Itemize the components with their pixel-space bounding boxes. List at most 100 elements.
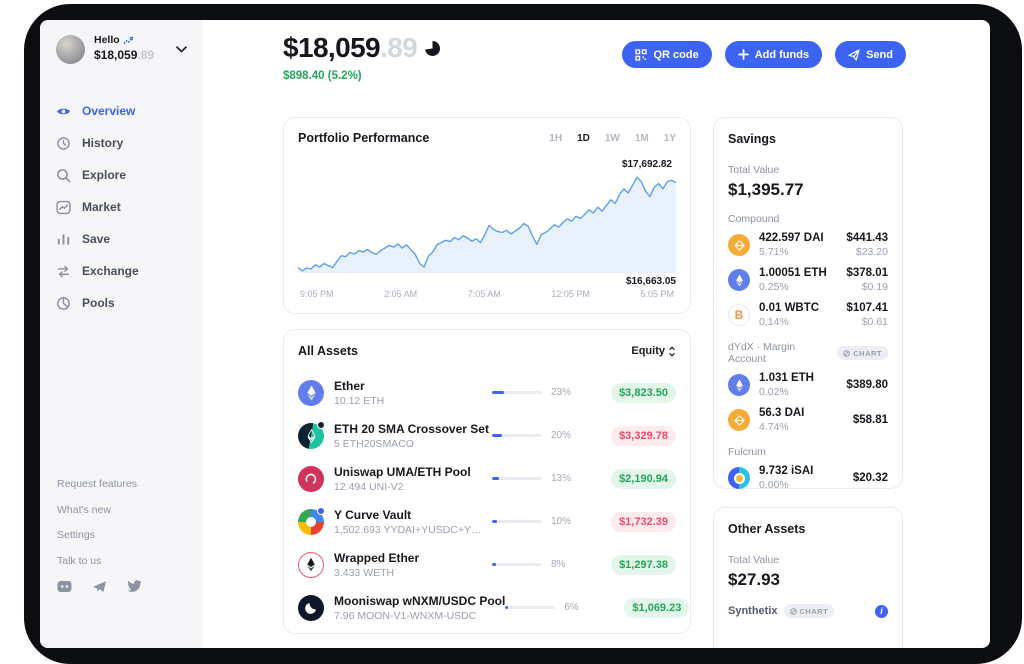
pie-chart-icon[interactable] — [425, 40, 441, 56]
allocation-bar: 10% — [492, 516, 592, 527]
info-icon[interactable]: i — [875, 604, 888, 618]
x-axis-ticks: 9:05 PM 2:05 AM 7:05 AM 12:05 PM 5:05 PM — [300, 289, 674, 299]
equity-sort-button[interactable]: Equity — [631, 345, 676, 357]
savings-row[interactable]: 9.732 iSAI 0.00% $20.32 — [728, 465, 888, 491]
performance-chart[interactable]: $17,692.82 $16,663.05 — [298, 159, 676, 289]
sidebar: Hello $18,059.89 Overview History Explor… — [40, 20, 203, 648]
range-tabs: 1H 1D 1W 1M 1Y — [549, 133, 676, 144]
history-icon — [57, 136, 70, 150]
savings-row[interactable]: 422.597 DAI 5.71% $441.43 $23.20 — [728, 232, 888, 258]
portfolio-performance-card: Portfolio Performance 1H 1D 1W 1M 1Y $17… — [283, 117, 691, 314]
chevron-down-icon[interactable] — [176, 40, 187, 58]
range-1d[interactable]: 1D — [577, 132, 590, 144]
sidebar-item-save[interactable]: Save — [56, 223, 187, 255]
asset-row-eth20sma[interactable]: ETH 20 SMA Crossover Set 5 ETH20SMACO 20%… — [298, 414, 676, 457]
twitter-icon[interactable] — [127, 580, 142, 593]
avatar[interactable] — [56, 34, 85, 64]
eth-icon — [728, 374, 750, 396]
asset-row-mooniswap-pool[interactable]: Mooniswap wNXM/USDC Pool 7.96 MOON-V1-WNX… — [298, 586, 690, 629]
exchange-arrows-icon — [57, 265, 70, 277]
allocation-bar: 23% — [492, 387, 592, 398]
equity-pill: $1,732.39 — [611, 511, 676, 532]
range-1m[interactable]: 1M — [634, 132, 649, 144]
range-1y[interactable]: 1Y — [663, 132, 676, 144]
sort-arrows-icon — [669, 346, 675, 356]
eth-icon — [298, 379, 324, 406]
range-1w[interactable]: 1W — [604, 132, 620, 144]
sidebar-item-explore[interactable]: Explore — [56, 159, 187, 191]
card-title: Other Assets — [728, 522, 806, 536]
send-plane-icon — [848, 48, 860, 61]
pools-icon — [57, 296, 70, 310]
mooniswap-icon — [298, 594, 324, 621]
all-assets-card: All Assets Equity Ether 10.12 ETH 23% $3,… — [283, 329, 691, 634]
link-talk-to-us[interactable]: Talk to us — [57, 554, 102, 567]
asset-row-ether[interactable]: Ether 10.12 ETH 23% $3,823.50 — [298, 371, 676, 414]
link-request-features[interactable]: Request features — [57, 478, 137, 490]
add-funds-button[interactable]: Add funds — [724, 41, 823, 68]
greeting: Hello — [94, 34, 120, 46]
isai-icon — [728, 467, 750, 489]
allocation-bar: 20% — [492, 430, 592, 441]
chart-high-label: $17,692.82 — [621, 159, 672, 170]
market-chart-icon — [56, 200, 71, 214]
savings-row[interactable]: B 0.01 WBTC 0.14% $107.41 $0.61 — [728, 302, 888, 328]
sidebar-item-history[interactable]: History — [56, 127, 187, 159]
range-1h[interactable]: 1H — [549, 132, 563, 144]
dai-icon — [728, 234, 750, 256]
chart-badge[interactable]: CHART — [837, 346, 888, 360]
wbtc-icon: B — [728, 304, 750, 326]
dai-icon — [728, 409, 750, 431]
eth-icon — [728, 269, 750, 291]
equity-pill: $2,190.94 — [611, 468, 676, 489]
equity-pill: $3,329.78 — [611, 425, 676, 446]
chart-badge[interactable]: CHART — [783, 604, 835, 618]
savings-row[interactable]: 1.00051 ETH 0.25% $378.01 $0.19 — [728, 267, 888, 293]
savings-row[interactable]: 56.3 DAI 4.74% $58.81 — [728, 407, 888, 433]
right-column: Savings Total Value $1,395.77 Compound 4… — [713, 117, 903, 648]
trend-up-icon — [123, 36, 133, 44]
send-button[interactable]: Send — [835, 41, 906, 68]
qr-code-button[interactable]: QR code — [622, 41, 712, 68]
balance-change: $898.40 (5.2%) — [283, 70, 362, 82]
device-frame: Hello $18,059.89 Overview History Explor… — [24, 4, 1022, 664]
allocation-bar: 13% — [492, 473, 592, 484]
synthetix-row[interactable]: Synthetix CHART i — [728, 604, 888, 618]
chart-badge-icon — [789, 607, 797, 615]
section-fulcrum: Fulcrum — [728, 446, 766, 458]
savings-row[interactable]: 1.031 ETH 0.02% $389.80 — [728, 372, 888, 398]
link-settings[interactable]: Settings — [57, 529, 95, 541]
eye-icon — [57, 108, 70, 114]
app-window: Hello $18,059.89 Overview History Explor… — [40, 20, 990, 648]
sidebar-item-exchange[interactable]: Exchange — [56, 255, 187, 287]
card-title: All Assets — [298, 344, 358, 358]
other-assets-total: $27.93 — [728, 570, 780, 589]
card-title: Portfolio Performance — [298, 131, 430, 145]
sidebar-nav: Overview History Explore Market Save Exc… — [56, 95, 187, 319]
telegram-icon[interactable] — [92, 580, 107, 593]
ycurve-icon — [298, 506, 325, 535]
qr-icon — [635, 48, 648, 61]
sidebar-balance: $18,059.89 — [94, 48, 155, 62]
asset-row-wrapped-ether[interactable]: Wrapped Ether 3.433 WETH 8% $1,297.38 — [298, 543, 676, 586]
sidebar-item-market[interactable]: Market — [56, 191, 187, 223]
sidebar-item-overview[interactable]: Overview — [56, 95, 187, 127]
uniswap-pool-icon — [298, 465, 324, 492]
weth-icon — [298, 551, 324, 578]
profile-menu[interactable]: Hello $18,059.89 — [56, 34, 187, 64]
total-value-label: Total Value — [728, 164, 780, 176]
bars-icon — [57, 233, 70, 245]
equity-pill: $1,069.23 — [624, 597, 690, 618]
eth20sma-icon — [298, 420, 325, 449]
sidebar-footer: Request features What's new Settings Tal… — [57, 478, 142, 593]
chart-badge-icon — [843, 349, 851, 357]
equity-pill: $1,297.38 — [611, 554, 676, 575]
link-whats-new[interactable]: What's new — [57, 503, 111, 516]
asset-row-uniswap-pool[interactable]: Uniswap UMA/ETH Pool 12.494 UNI-V2 13% $2… — [298, 457, 676, 500]
sidebar-item-pools[interactable]: Pools — [56, 287, 187, 319]
discord-icon[interactable] — [57, 580, 72, 593]
savings-total: $1,395.77 — [728, 180, 804, 199]
section-compound: Compound — [728, 213, 780, 225]
total-balance: $18,059.89 — [283, 32, 441, 64]
